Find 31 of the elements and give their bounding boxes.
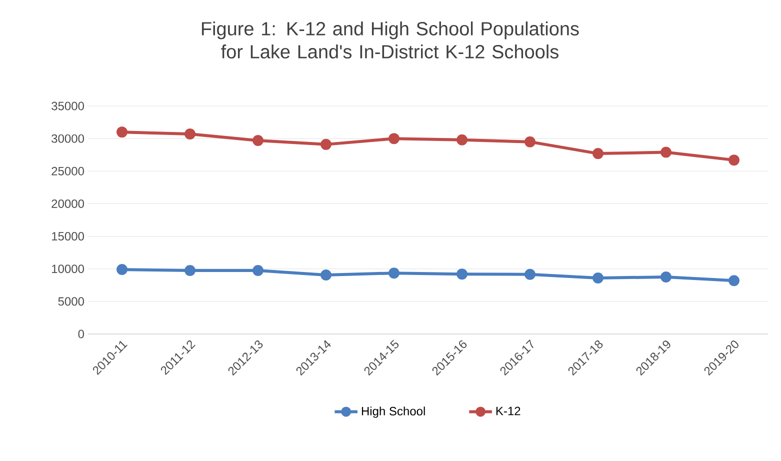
y-tick-label: 35000: [52, 102, 84, 110]
y-tick-label: 5000: [58, 297, 84, 306]
chart-title: Figure 1: K-12 and High School Populations for Lake Land's In-District K-12 Schools: [202, 22, 579, 58]
y-tick-label: 10000: [52, 264, 84, 274]
point: [116, 264, 128, 276]
point: [116, 126, 128, 138]
point: [320, 138, 332, 150]
point: [660, 272, 672, 282]
point: [728, 154, 740, 166]
point: [252, 135, 264, 146]
y-tick-label: 30000: [52, 134, 84, 143]
y-tick-label: 0: [78, 330, 84, 338]
point: [184, 128, 196, 140]
point: [388, 133, 400, 144]
point: [524, 268, 536, 280]
point: [456, 134, 468, 146]
point: [320, 270, 332, 281]
point: [592, 272, 604, 284]
point: [592, 148, 604, 160]
y-tick-label: 20000: [52, 199, 84, 208]
y-tick-label: 15000: [52, 232, 84, 241]
point: [184, 264, 196, 276]
point: [456, 268, 468, 280]
y-tick-label: 25000: [52, 166, 84, 176]
point: [728, 275, 740, 286]
legend-label: High School: [362, 406, 425, 418]
legend-label: K-12: [496, 406, 520, 416]
point: [252, 264, 264, 276]
point: [660, 146, 672, 158]
point: [524, 136, 536, 148]
point: [388, 268, 400, 279]
